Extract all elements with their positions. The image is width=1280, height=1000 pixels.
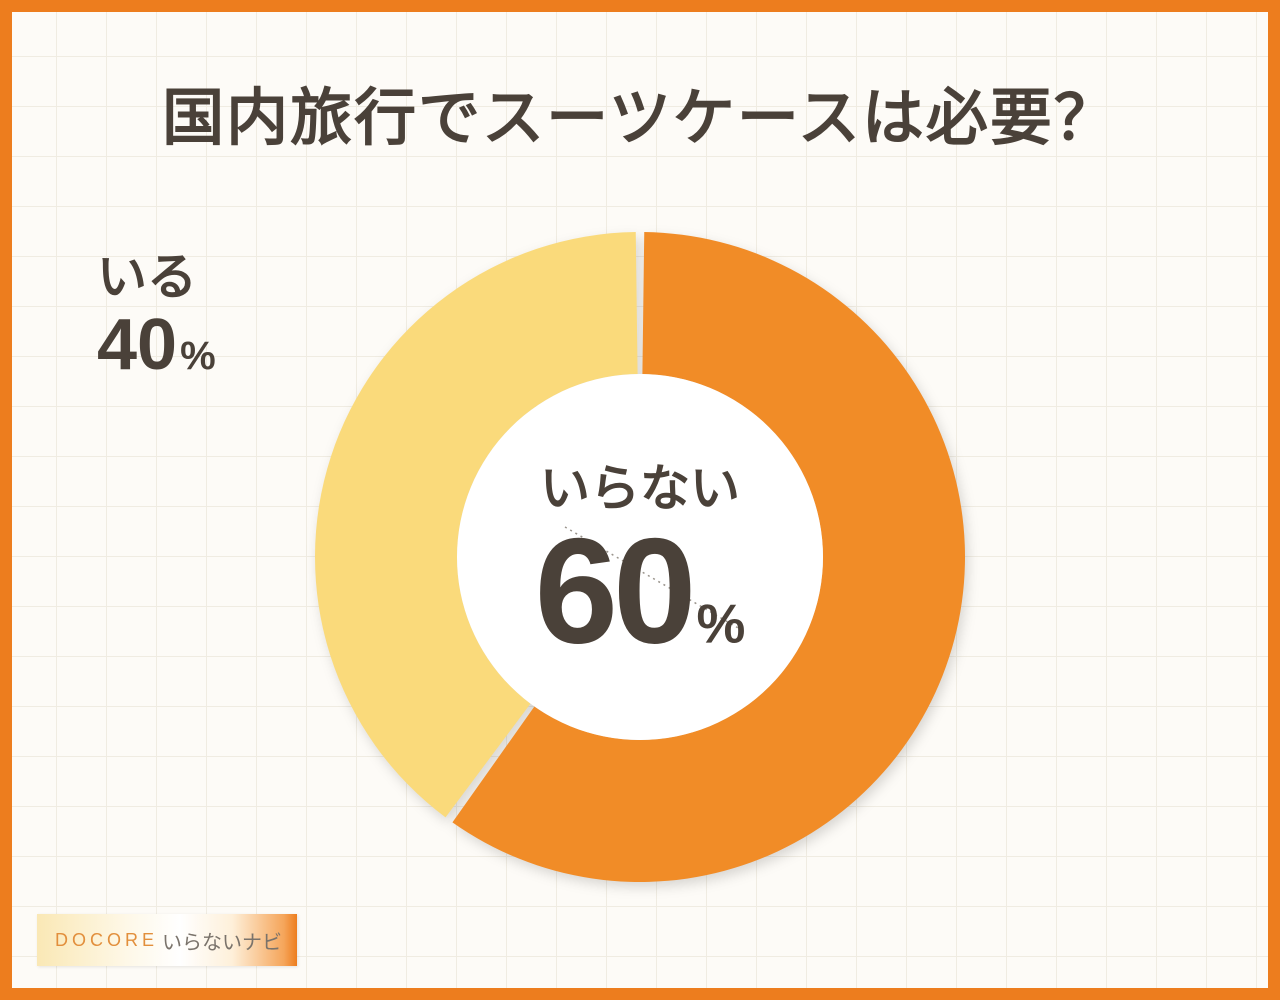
logo-docore: DOCORE	[55, 930, 158, 951]
chart-title: 国内旅行でスーツケースは必要？	[12, 67, 1268, 157]
center-pct: %	[696, 592, 745, 656]
outer-pct: %	[180, 334, 216, 379]
infographic-frame: 国内旅行でスーツケースは必要？ いらない 60 % いる 40 % DOCORE…	[0, 0, 1280, 1000]
logo-jp: いらないナビ	[162, 926, 282, 955]
center-value: 60	[535, 516, 692, 666]
center-label: いらない 60 %	[535, 449, 746, 666]
outer-value: 40	[97, 309, 177, 381]
outer-label-iru: いる 40 %	[97, 237, 216, 381]
outer-label-text: いる	[97, 237, 216, 309]
donut-chart: いらない 60 %	[315, 232, 965, 882]
logo-badge: DOCORE いらないナビ	[37, 914, 297, 966]
